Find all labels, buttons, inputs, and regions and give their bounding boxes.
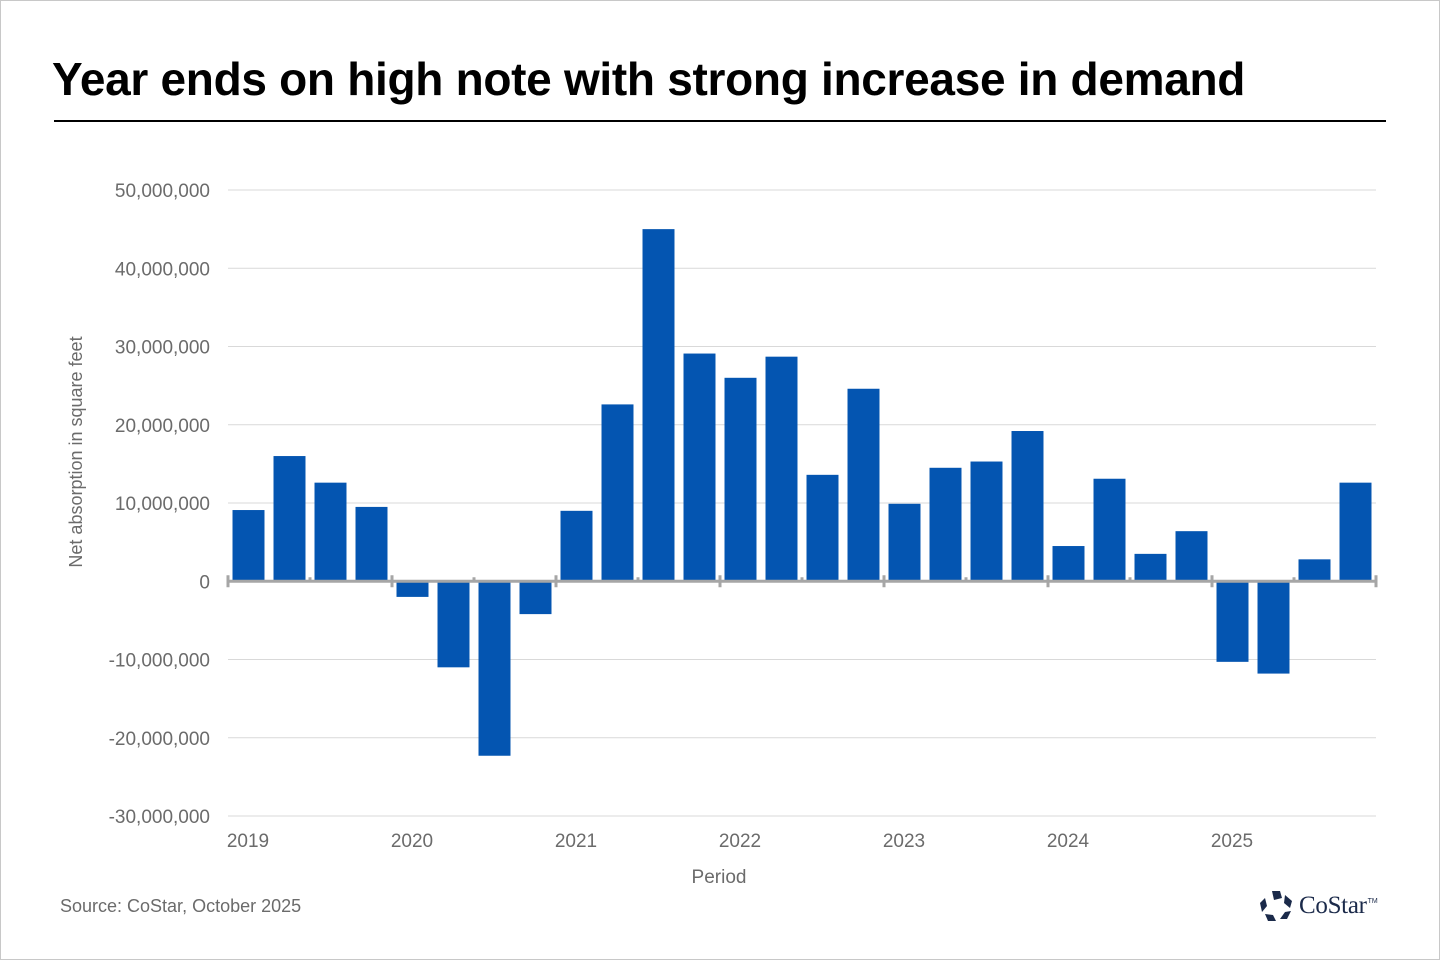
y-axis-title: Net absorption in square feet [66,336,86,567]
bar [1257,581,1290,674]
title-underline [54,120,1386,122]
bar [970,461,1003,582]
bar [1216,581,1249,662]
bar [806,474,839,582]
bar [437,581,470,668]
bar [765,356,798,582]
costar-logo: CoStar TM [1259,890,1378,922]
bar [1298,559,1331,582]
bar [314,482,347,582]
y-tick-label: 10,000,000 [115,494,210,515]
bar [560,510,593,582]
x-axis-title: Period [692,867,747,888]
y-tick-label: 20,000,000 [115,416,210,437]
y-tick-label: 40,000,000 [115,259,210,280]
logo-wordmark: CoStar [1299,892,1367,919]
y-axis-tick-labels: 50,000,000 40,000,000 30,000,000 20,000,000… [109,181,210,828]
x-axis [226,575,1378,588]
bar [1134,553,1167,582]
bar [232,510,265,582]
bar [478,581,511,756]
bar [1175,531,1208,582]
x-tick-label: 2025 [1211,831,1253,852]
bar [1339,482,1372,582]
bar [1093,478,1126,582]
bar [1011,431,1044,582]
x-tick-label: 2020 [391,831,433,852]
y-tick-label: 50,000,000 [115,181,210,202]
y-tick-label: 0 [199,572,210,593]
bar [601,404,634,582]
y-tick-label: -10,000,000 [109,651,210,672]
bar [642,229,675,582]
bar [929,467,962,582]
bar [273,456,306,582]
bar [888,503,921,582]
x-tick-label: 2024 [1047,831,1090,852]
bar [847,388,880,582]
bar [355,506,388,582]
x-axis-tick-labels: 2019 2020 2021 2022 2023 2024 2025 [227,831,1253,852]
bar [724,377,757,582]
source-note: Source: CoStar, October 2025 [60,896,302,916]
y-tick-label: -20,000,000 [109,729,210,750]
x-tick-label: 2023 [883,831,925,852]
bar [396,581,429,597]
bar [683,353,716,582]
bars [232,229,1372,756]
y-tick-label: 30,000,000 [115,338,210,359]
y-tick-label: -30,000,000 [109,807,210,828]
x-tick-label: 2019 [227,831,269,852]
chart-title: Year ends on high note with strong incre… [52,53,1246,105]
bar [519,581,552,615]
gridlines [228,189,1376,817]
x-tick-label: 2022 [719,831,761,852]
x-tick-label: 2021 [555,831,597,852]
logo-trademark: TM [1367,898,1378,905]
bar [1052,546,1085,582]
costar-star-icon [1260,891,1292,921]
